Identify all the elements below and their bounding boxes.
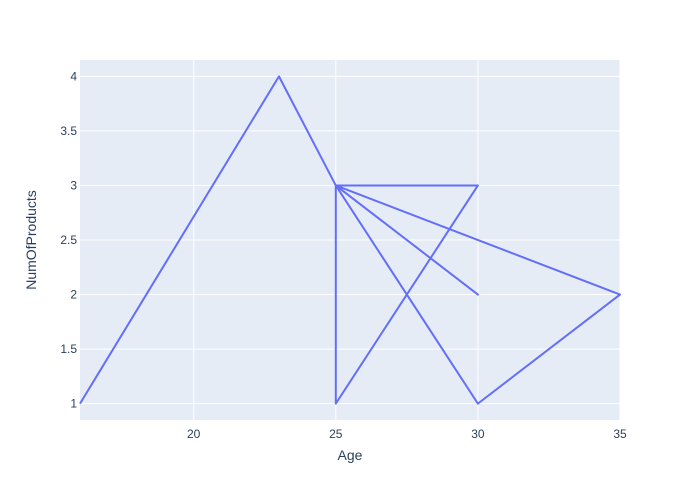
y-tick-label: 2.5 [60, 233, 77, 247]
series-layer [79, 75, 621, 405]
x-tick-label: 20 [187, 427, 201, 441]
x-tick-label: 25 [329, 427, 343, 441]
x-tick-label: 30 [471, 427, 485, 441]
y-tick-label: 4 [70, 69, 77, 83]
x-tick-labels: 20 25 30 35 [187, 427, 627, 441]
y-tick-label: 2 [70, 288, 77, 302]
y-tick-label: 1 [70, 397, 77, 411]
x-axis-title: Age [338, 447, 363, 463]
y-tick-label: 3 [70, 178, 77, 192]
x-tick-label: 35 [613, 427, 627, 441]
y-gridlines [80, 75, 620, 405]
y-tick-label: 1.5 [60, 342, 77, 356]
y-tick-label: 3.5 [60, 124, 77, 138]
y-tick-labels: 1 1.5 2 2.5 3 3.5 4 [60, 69, 77, 410]
series-line-0 [79, 75, 621, 405]
y-axis-title: NumOfProducts [23, 190, 39, 290]
